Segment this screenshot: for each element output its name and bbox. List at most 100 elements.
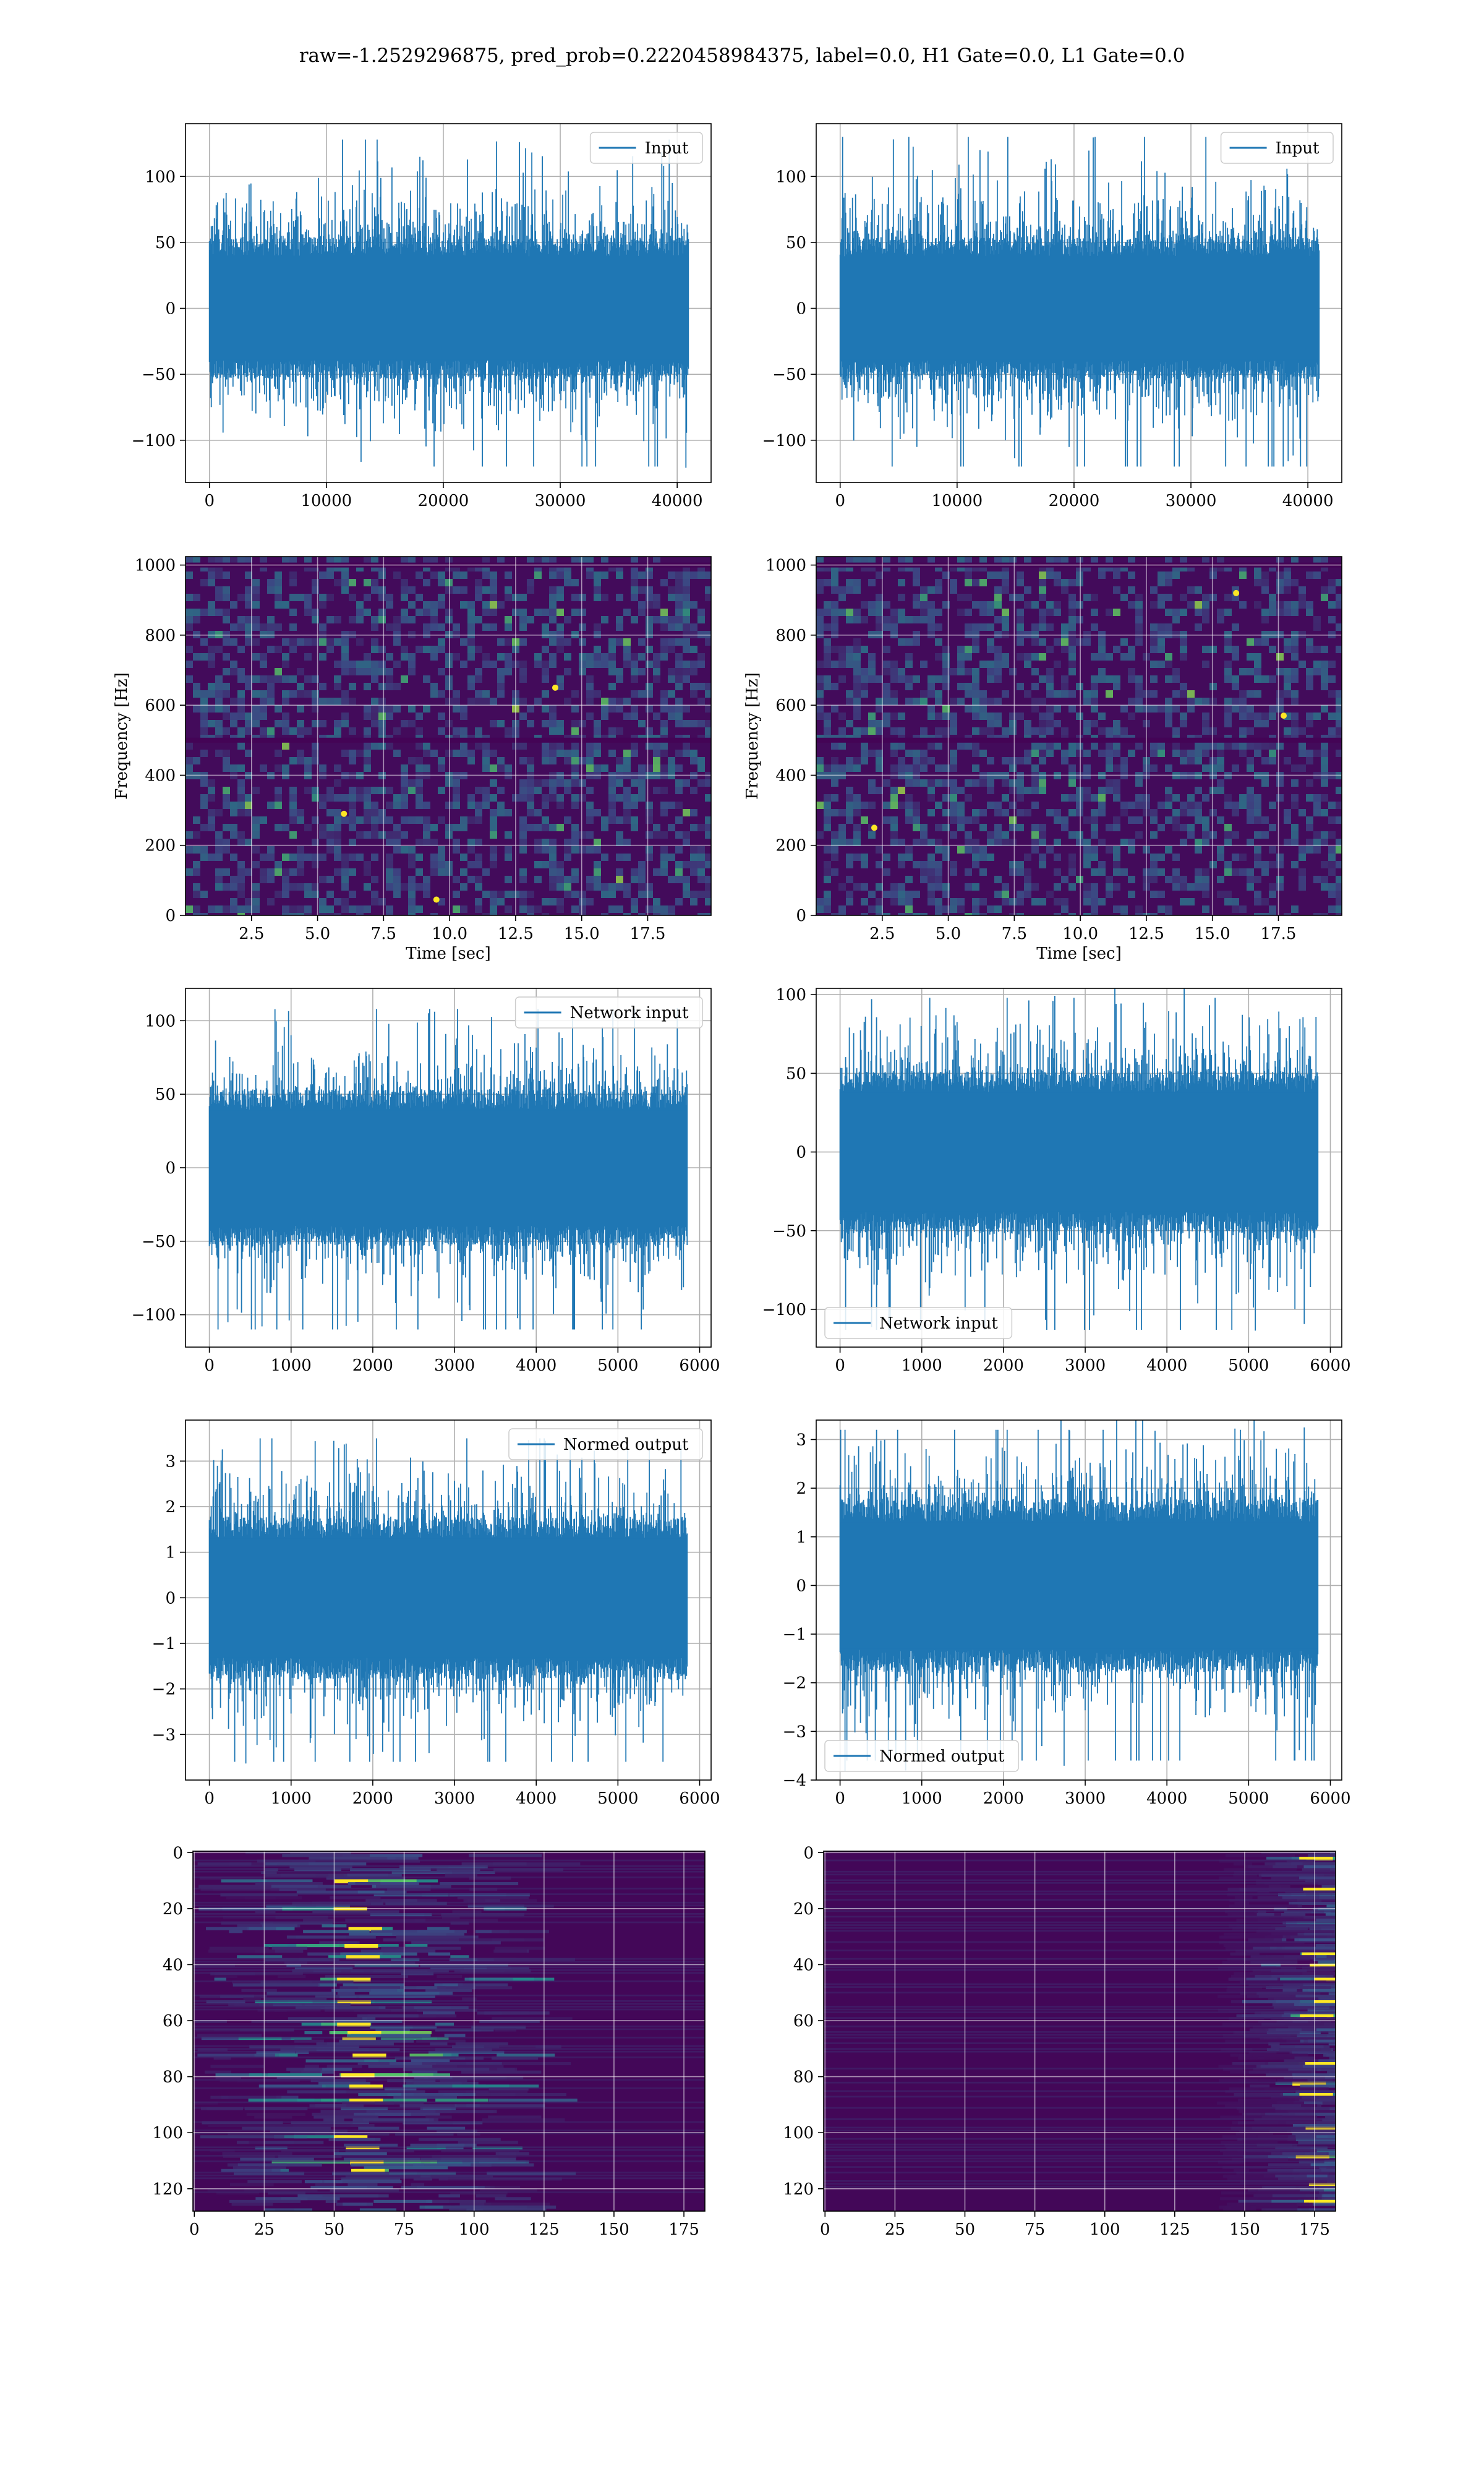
heatmap-cell	[423, 764, 430, 772]
heatmap-cell	[853, 638, 861, 646]
heatmap-cell	[965, 631, 972, 638]
heatmap-cell	[1158, 802, 1165, 809]
heatmap-cell	[1276, 794, 1284, 802]
heatmap-cell	[275, 571, 282, 579]
heatmap-cell	[824, 816, 831, 824]
heatmap-cell	[215, 876, 223, 883]
heatmap-cell	[221, 2168, 281, 2172]
heatmap-cell	[1076, 831, 1083, 839]
heatmap-cell	[378, 661, 386, 668]
heatmap-cell	[549, 727, 556, 735]
heatmap-cell	[1046, 742, 1054, 750]
heatmap-cell	[1266, 1857, 1304, 1860]
heatmap-cell	[260, 727, 267, 735]
heatmap-streak	[824, 1859, 1336, 1862]
heatmap-cell	[262, 1924, 297, 1928]
heatmap-cell	[1165, 557, 1172, 564]
heatmap-cell	[994, 653, 1002, 661]
heatmap-cell	[186, 594, 193, 601]
heatmap-cell	[1195, 601, 1202, 609]
heatmap-cell	[230, 905, 237, 913]
heatmap-cell	[408, 720, 416, 727]
heatmap-cell	[1135, 802, 1143, 809]
heatmap-cell	[1061, 794, 1068, 802]
axes-frame	[816, 123, 1342, 483]
heatmap-cell	[1296, 1994, 1336, 1998]
heatmap-cell	[660, 861, 668, 868]
heatmap-cell	[556, 586, 564, 594]
heatmap-cell	[861, 816, 868, 824]
heatmap-cell	[1135, 623, 1143, 631]
heatmap-cell	[542, 913, 549, 915]
heatmap-cell	[935, 727, 942, 735]
heatmap-cell	[1054, 809, 1061, 816]
heatmap-cell	[326, 698, 334, 705]
heatmap-cell	[461, 1862, 527, 1866]
heatmap-cell	[304, 913, 312, 915]
x-tick-label: 10000	[301, 492, 352, 510]
heatmap-cell	[393, 839, 401, 846]
heatmap-cell	[1237, 2099, 1295, 2102]
heatmap-cell	[215, 720, 223, 727]
heatmap-cell	[1150, 601, 1158, 609]
heatmap-cell	[1150, 831, 1158, 839]
heatmap-streak	[824, 1927, 1336, 1929]
heatmap-cell	[1276, 742, 1284, 750]
heatmap-cell	[416, 883, 423, 891]
heatmap-cell	[1046, 683, 1054, 690]
axes-frame	[192, 1851, 706, 2212]
heatmap-cell	[994, 646, 1002, 653]
heatmap-cell	[824, 727, 831, 735]
heatmap-cell	[208, 631, 215, 638]
heatmap-cell	[905, 557, 913, 564]
heatmap-cell	[1249, 2028, 1269, 2032]
heatmap-cell	[705, 816, 711, 824]
heatmap-cell	[237, 727, 245, 735]
heatmap-cell	[890, 839, 898, 846]
heatmap-cell	[905, 846, 913, 854]
heatmap-cell	[208, 809, 215, 816]
heatmap-cell	[920, 601, 927, 609]
heatmap-cell	[1282, 2152, 1336, 2155]
heatmap-cell	[430, 913, 438, 915]
heatmap-cell	[683, 861, 690, 868]
heatmap-cell	[935, 898, 942, 905]
heatmap-cell	[890, 824, 898, 831]
heatmap-cell	[341, 905, 349, 913]
heatmap-cell	[1091, 623, 1098, 631]
heatmap-cell	[1098, 727, 1106, 735]
heatmap-cell	[230, 824, 237, 831]
heatmap-cell	[831, 913, 838, 915]
heatmap-cell	[1331, 2017, 1336, 2021]
x-tick-label: 17.5	[630, 925, 666, 943]
heatmap-cell	[438, 2194, 460, 2198]
heatmap-cell	[282, 661, 289, 668]
heatmap-cell	[408, 913, 416, 915]
heatmap-cell	[1321, 646, 1328, 653]
heatmap-cell	[972, 779, 979, 787]
heatmap-cell	[549, 631, 556, 638]
heatmap-cell	[505, 668, 512, 675]
heatmap-cell	[1224, 898, 1232, 905]
heatmap-cell	[646, 831, 653, 839]
heatmap-cell	[616, 616, 623, 623]
heatmap-cell	[571, 750, 579, 757]
x-tick-label: 175	[668, 2220, 699, 2239]
heatmap-cell	[304, 2065, 319, 2068]
heatmap-cell	[1225, 2205, 1256, 2209]
heatmap-cell	[705, 705, 711, 713]
heatmap-cell	[927, 623, 935, 631]
x-tick-label: 2000	[352, 1789, 393, 1808]
heatmap-cell	[1284, 646, 1291, 653]
heatmap-cell	[1195, 750, 1202, 757]
heatmap-cell	[491, 2202, 550, 2206]
heatmap-hot-cell	[344, 1944, 378, 1948]
heatmap-cell	[883, 683, 890, 690]
heatmap-cell	[410, 2143, 477, 2147]
heatmap-cell	[638, 779, 646, 787]
heatmap-cell	[1031, 698, 1039, 705]
heatmap-cell	[638, 720, 646, 727]
heatmap-cell	[1091, 705, 1098, 713]
heatmap-cell	[1313, 831, 1321, 839]
heatmap-cell	[208, 824, 215, 831]
